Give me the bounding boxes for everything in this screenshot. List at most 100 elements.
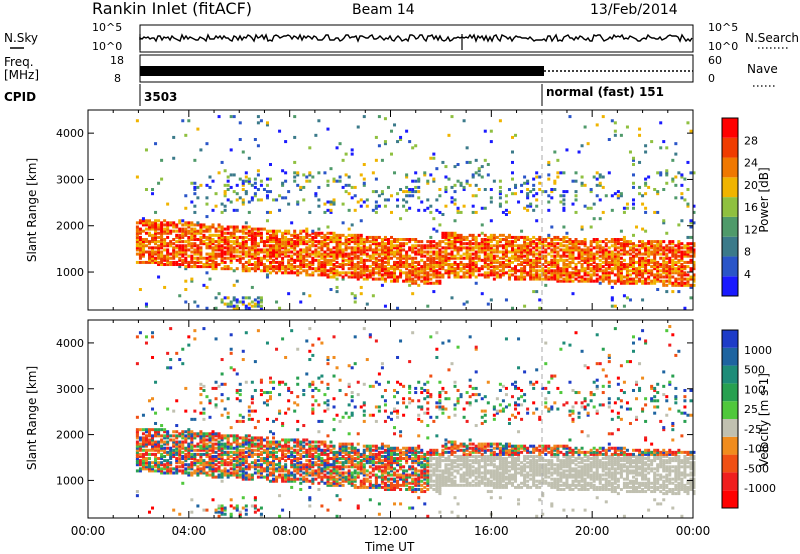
velocity-cell bbox=[323, 467, 327, 471]
velocity-cell bbox=[241, 440, 245, 444]
power-cell bbox=[641, 298, 645, 302]
velocity-cell bbox=[211, 434, 215, 438]
power-cell bbox=[447, 231, 451, 235]
power-cell bbox=[426, 244, 430, 248]
power-cell bbox=[477, 269, 481, 273]
power-cell bbox=[510, 177, 514, 181]
power-cell bbox=[550, 269, 554, 273]
power-cell bbox=[668, 250, 672, 254]
power-cell bbox=[665, 267, 669, 271]
power-colorbar-segment bbox=[722, 236, 738, 257]
power-cell bbox=[259, 119, 263, 123]
velocity-cell bbox=[187, 448, 191, 452]
velocity-cell bbox=[154, 463, 158, 467]
velocity-cell bbox=[244, 504, 248, 508]
velocity-cell bbox=[265, 448, 269, 452]
velocity-cell bbox=[226, 444, 230, 448]
power-cell bbox=[411, 263, 415, 267]
cpid-second: normal (fast) 151 bbox=[546, 85, 664, 99]
power-cell bbox=[135, 229, 139, 233]
velocity-cell bbox=[320, 341, 324, 345]
power-cell bbox=[220, 202, 224, 206]
velocity-cell bbox=[235, 508, 239, 512]
velocity-cell bbox=[181, 362, 185, 366]
power-cell bbox=[498, 240, 502, 244]
velocity-cell bbox=[305, 477, 309, 481]
power-cell bbox=[462, 265, 466, 269]
velocity-cell bbox=[329, 465, 333, 469]
power-cell bbox=[151, 254, 155, 258]
velocity-cell bbox=[308, 496, 312, 500]
velocity-cell bbox=[332, 467, 336, 471]
power-cell bbox=[671, 179, 675, 183]
power-cell bbox=[208, 235, 212, 239]
power-cell bbox=[683, 246, 687, 250]
power-cell bbox=[610, 263, 614, 267]
power-cell bbox=[344, 263, 348, 267]
velocity-cell bbox=[157, 446, 161, 450]
velocity-cell bbox=[238, 388, 242, 392]
power-cell bbox=[504, 235, 508, 239]
power-cell bbox=[501, 269, 505, 273]
power-cell bbox=[526, 238, 530, 242]
power-cell bbox=[622, 279, 626, 283]
power-cell bbox=[653, 273, 657, 277]
power-cell bbox=[538, 181, 542, 185]
power-cell bbox=[441, 231, 445, 235]
power-cell bbox=[538, 240, 542, 244]
velocity-cell bbox=[163, 430, 167, 434]
power-cell bbox=[154, 258, 158, 262]
power-cell bbox=[514, 248, 518, 252]
velocity-cell bbox=[193, 434, 197, 438]
power-cell bbox=[256, 231, 260, 235]
power-cell bbox=[250, 242, 254, 246]
power-cell bbox=[435, 244, 439, 248]
power-cell bbox=[426, 256, 430, 260]
power-cell bbox=[302, 238, 306, 242]
velocity-cell bbox=[172, 452, 176, 456]
power-cell bbox=[574, 273, 578, 277]
power-cell bbox=[396, 277, 400, 281]
velocity-cell bbox=[190, 432, 194, 436]
power-cell bbox=[235, 183, 239, 187]
power-cell bbox=[532, 208, 536, 212]
power-cell bbox=[187, 225, 191, 229]
power-cell bbox=[411, 256, 415, 260]
power-cell bbox=[550, 190, 554, 194]
power-cell bbox=[193, 260, 197, 264]
power-cell bbox=[172, 246, 176, 250]
velocity-cell bbox=[144, 335, 148, 339]
power-cell bbox=[299, 258, 303, 262]
power-cell bbox=[141, 229, 145, 233]
power-cell bbox=[631, 269, 635, 273]
power-cell bbox=[504, 194, 508, 198]
power-cell bbox=[232, 306, 236, 310]
velocity-cell bbox=[278, 442, 282, 446]
velocity-cell bbox=[253, 465, 257, 469]
power-cell bbox=[253, 240, 257, 244]
power-cell bbox=[495, 246, 499, 250]
velocity-cell bbox=[268, 380, 272, 384]
velocity-cell bbox=[223, 469, 227, 473]
velocity-cell bbox=[199, 448, 203, 452]
power-cell bbox=[393, 275, 397, 279]
power-cell bbox=[638, 240, 642, 244]
power-cell bbox=[193, 250, 197, 254]
power-cell bbox=[465, 265, 469, 269]
power-cell bbox=[320, 260, 324, 264]
power-cell bbox=[447, 233, 451, 237]
velocity-cell bbox=[299, 487, 303, 491]
power-cell bbox=[686, 204, 690, 208]
power-cell bbox=[408, 246, 412, 250]
power-cell bbox=[244, 192, 248, 196]
velocity-cell bbox=[268, 430, 272, 434]
power-cell bbox=[474, 275, 478, 279]
power-cell bbox=[610, 279, 614, 283]
power-cell bbox=[568, 252, 572, 256]
power-cell bbox=[323, 240, 327, 244]
velocity-cell bbox=[214, 403, 218, 407]
power-cell bbox=[220, 254, 224, 258]
velocity-cell bbox=[144, 434, 148, 438]
power-cell bbox=[350, 267, 354, 271]
power-cell bbox=[589, 250, 593, 254]
